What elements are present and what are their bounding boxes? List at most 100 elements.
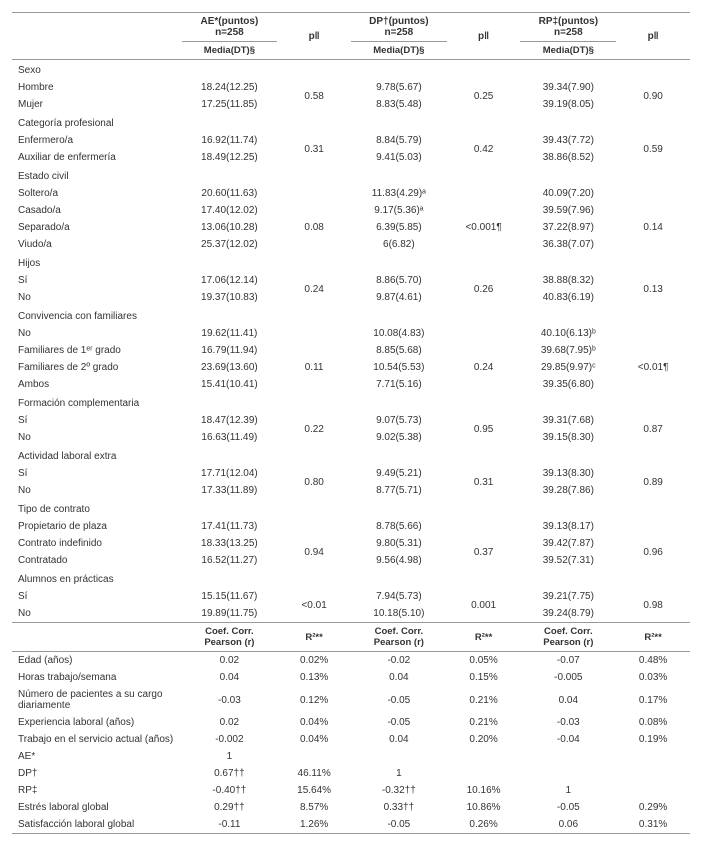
col-p-2: p‖ <box>616 13 690 60</box>
ae-val: 13.06(10.28) <box>182 219 278 236</box>
ae-p: 0.31 <box>277 132 351 166</box>
row-label: Casado/a <box>12 202 182 219</box>
corr-rp: -0.05 <box>520 799 616 816</box>
col-title-1: DP†(puntos)n=258 <box>351 13 447 42</box>
dp-p: 0.26 <box>447 272 521 306</box>
dp-p: 0.95 <box>447 412 521 446</box>
corr-rp-r2 <box>616 765 690 782</box>
ae-val: 20.60(11.63) <box>182 185 278 202</box>
rp-p: 0.96 <box>616 535 690 569</box>
ae-val: 15.41(10.41) <box>182 376 278 393</box>
rp-val: 39.24(8.79) <box>520 605 616 623</box>
rp-val: 39.34(7.90) <box>520 79 616 96</box>
corr-rp-r2 <box>616 782 690 799</box>
corr-row-label: DP† <box>12 765 182 782</box>
ae-val: 18.49(12.25) <box>182 149 278 166</box>
row-label: No <box>12 325 182 342</box>
ae-val: 16.63(11.49) <box>182 429 278 446</box>
dp-val: 7.71(5.16) <box>351 376 447 393</box>
corr-ae-r2: 46.11% <box>277 765 351 782</box>
corr-row-label: Trabajo en el servicio actual (años) <box>12 731 182 748</box>
rp-val: 39.68(7.95)ᵇ <box>520 342 616 359</box>
row-label: No <box>12 289 182 306</box>
rp-p: 0.90 <box>616 79 690 113</box>
rp-val: 39.28(7.86) <box>520 482 616 499</box>
rp-p: 0.14 <box>616 202 690 253</box>
ae-val: 16.92(11.74) <box>182 132 278 149</box>
rp-p: 0.98 <box>616 588 690 623</box>
corr-dp-r2: 10.86% <box>447 799 521 816</box>
corr-dp: 0.33†† <box>351 799 447 816</box>
dp-val: 9.78(5.67) <box>351 79 447 96</box>
corr-rp <box>520 765 616 782</box>
ae-p: 0.11 <box>277 342 351 393</box>
corr-r2-hdr: R²** <box>616 623 690 652</box>
ae-val: 17.33(11.89) <box>182 482 278 499</box>
rp-val: 36.38(7.07) <box>520 236 616 253</box>
group-label: Sexo <box>12 60 690 80</box>
corr-row-label: Edad (años) <box>12 652 182 670</box>
rp-val: 39.52(7.31) <box>520 552 616 569</box>
ae-p: 0.22 <box>277 412 351 446</box>
row-label: No <box>12 605 182 623</box>
dp-p: 0.42 <box>447 132 521 166</box>
dp-val: 6(6.82) <box>351 236 447 253</box>
corr-dp: -0.05 <box>351 686 447 714</box>
corr-ae: -0.40†† <box>182 782 278 799</box>
ae-val: 19.37(10.83) <box>182 289 278 306</box>
corr-ae-r2: 1.26% <box>277 816 351 834</box>
ae-p: <0.01 <box>277 588 351 623</box>
corr-rp-r2: 0.08% <box>616 714 690 731</box>
corr-rp <box>520 748 616 765</box>
corr-ae: 0.04 <box>182 669 278 686</box>
dp-p: 0.25 <box>447 79 521 113</box>
corr-ae-r2: 8.57% <box>277 799 351 816</box>
rp-p: 0.13 <box>616 272 690 306</box>
group-label: Hijos <box>12 253 690 272</box>
row-label: Hombre <box>12 79 182 96</box>
row-label: Separado/a <box>12 219 182 236</box>
dp-val: 9.87(4.61) <box>351 289 447 306</box>
dp-val: 8.78(5.66) <box>351 518 447 535</box>
corr-ae: 0.67†† <box>182 765 278 782</box>
corr-dp-r2 <box>447 748 521 765</box>
dp-val: 8.86(5.70) <box>351 272 447 289</box>
ae-val: 19.89(11.75) <box>182 605 278 623</box>
ae-p: 0.94 <box>277 535 351 569</box>
dp-val: 8.84(5.79) <box>351 132 447 149</box>
corr-rp: 1 <box>520 782 616 799</box>
corr-dp-r2: 0.15% <box>447 669 521 686</box>
corr-dp: 0.04 <box>351 669 447 686</box>
dp-p: <0.001¶ <box>447 202 521 253</box>
ae-val: 23.69(13.60) <box>182 359 278 376</box>
corr-ae-r2: 0.04% <box>277 731 351 748</box>
col-sub-2: Media(DT)§ <box>520 42 616 60</box>
corr-ae: -0.03 <box>182 686 278 714</box>
corr-ae: 0.29†† <box>182 799 278 816</box>
corr-coef-hdr: Coef. Corr.Pearson (r) <box>182 623 278 652</box>
corr-rp-r2: 0.03% <box>616 669 690 686</box>
corr-rp: 0.06 <box>520 816 616 834</box>
dp-p: 0.001 <box>447 588 521 623</box>
row-label: Sí <box>12 465 182 482</box>
corr-rp: -0.04 <box>520 731 616 748</box>
corr-ae-r2: 0.02% <box>277 652 351 670</box>
col-p-0: p‖ <box>277 13 351 60</box>
corr-row-label: Horas trabajo/semana <box>12 669 182 686</box>
ae-p: 0.58 <box>277 79 351 113</box>
rp-val: 40.09(7.20) <box>520 185 616 202</box>
col-title-2: RP‡(puntos)n=258 <box>520 13 616 42</box>
row-label: Sí <box>12 588 182 605</box>
corr-r2-hdr: R²** <box>447 623 521 652</box>
row-label: No <box>12 429 182 446</box>
corr-coef-hdr: Coef. Corr.Pearson (r) <box>351 623 447 652</box>
corr-coef-hdr: Coef. Corr.Pearson (r) <box>520 623 616 652</box>
stats-table: AE*(puntos)n=258p‖DP†(puntos)n=258p‖RP‡(… <box>12 12 690 834</box>
ae-val: 16.52(11.27) <box>182 552 278 569</box>
row-label: Soltero/a <box>12 185 182 202</box>
dp-p: 0.24 <box>447 342 521 393</box>
row-label: Sí <box>12 412 182 429</box>
corr-row-label: AE* <box>12 748 182 765</box>
rp-p: 0.87 <box>616 412 690 446</box>
ae-val: 15.15(11.67) <box>182 588 278 605</box>
